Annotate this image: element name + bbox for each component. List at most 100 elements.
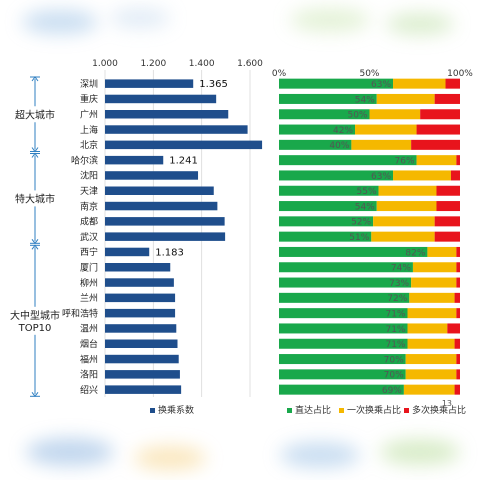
city-label: 上海 <box>80 124 98 136</box>
direct-share-label: 76% <box>395 156 415 166</box>
coefficient-bar <box>105 263 171 272</box>
group-label-background <box>8 306 64 335</box>
share-segment <box>411 139 460 150</box>
share-segment <box>279 216 374 227</box>
direct-share-label: 50% <box>347 111 367 121</box>
coefficient-bar <box>105 94 217 104</box>
legend: 换乘系数 直达占比 一次换乘占比 多次换乘占比 <box>150 404 466 416</box>
page-number: 13 <box>442 399 452 408</box>
coefficient-data-label: 1.365 <box>199 79 228 90</box>
share-segment <box>279 155 417 166</box>
group-label: 特大城市 <box>15 192 55 205</box>
share-segment <box>456 246 460 257</box>
share-tick-label: 50% <box>359 69 379 79</box>
share-segment <box>279 139 352 150</box>
city-label: 洛阳 <box>80 369 98 381</box>
city-label: 兰州 <box>80 292 98 304</box>
legend-swatch <box>404 408 409 413</box>
share-segment <box>279 262 413 273</box>
share-segment <box>373 216 435 227</box>
direct-share-label: 40% <box>329 141 349 151</box>
share-segment <box>434 216 460 227</box>
coefficient-data-label: 1.241 <box>169 156 198 167</box>
share-segment <box>279 201 377 212</box>
share-segment <box>412 262 457 273</box>
coefficient-bar-chart: 1.000 1.200 1.400 1.600 深圳重庆广州上海北京哈尔滨沈阳天津南京成… <box>62 59 263 397</box>
share-segment <box>376 201 437 212</box>
share-segment <box>405 354 457 365</box>
share-segment <box>393 170 451 181</box>
direct-share-label: 70% <box>384 371 404 381</box>
city-label: 绍兴 <box>80 384 98 396</box>
coefficient-bar <box>105 125 248 134</box>
city-label: 天津 <box>80 186 98 197</box>
share-segment <box>279 384 404 395</box>
city-label: 柳州 <box>80 277 98 289</box>
share-segment <box>279 292 410 303</box>
coefficient-bar <box>105 110 229 119</box>
coefficient-data-label: 1.183 <box>155 247 184 258</box>
city-label: 烟台 <box>80 338 98 350</box>
legend-swatch <box>339 408 344 413</box>
city-label: 南京 <box>80 200 98 212</box>
share-segment <box>416 155 457 166</box>
direct-share-label: 82% <box>405 248 425 258</box>
share-segment <box>279 246 428 257</box>
share-segment <box>279 185 379 196</box>
direct-share-label: 69% <box>382 386 402 396</box>
city-label: 西宁 <box>80 246 98 258</box>
direct-share-label: 70% <box>384 355 404 365</box>
share-segment <box>279 109 370 120</box>
coefficient-bar <box>105 232 226 241</box>
coefficient-bar <box>105 140 263 150</box>
share-tick-label: 0% <box>272 69 287 79</box>
city-label: 广州 <box>80 108 98 120</box>
city-label: 厦门 <box>80 261 98 273</box>
coefficient-bar <box>105 354 179 364</box>
share-segment <box>456 155 460 166</box>
share-segment <box>454 292 460 303</box>
share-segment <box>371 231 435 242</box>
share-segment <box>279 277 412 288</box>
legend-label: 直达占比 <box>295 404 331 416</box>
coefficient-bar <box>105 385 182 394</box>
coefficient-bar <box>105 186 214 195</box>
coefficient-bar <box>105 79 194 88</box>
share-segment <box>434 93 460 104</box>
city-label: 沈阳 <box>80 170 98 182</box>
share-segment <box>355 124 417 135</box>
share-segment <box>403 384 455 395</box>
share-segment <box>420 109 460 120</box>
share-segment <box>427 246 457 257</box>
share-segment <box>456 369 460 380</box>
legend-label: 一次换乘占比 <box>347 404 401 416</box>
coefficient-bar <box>105 201 218 211</box>
city-label: 武汉 <box>80 231 98 243</box>
share-segment <box>456 308 460 319</box>
share-segment <box>436 185 460 196</box>
direct-share-label: 54% <box>355 95 375 105</box>
coefficient-tick-label: 1.600 <box>237 59 263 69</box>
direct-share-label: 55% <box>357 187 377 197</box>
share-segment <box>279 338 408 349</box>
share-segment <box>407 323 448 334</box>
direct-share-label: 51% <box>349 233 369 243</box>
share-segment <box>434 231 460 242</box>
direct-share-label: 74% <box>391 264 411 274</box>
legend-swatch <box>287 408 292 413</box>
share-segment <box>450 170 460 181</box>
group-label: TOP10 <box>18 323 52 334</box>
share-segment <box>279 78 394 89</box>
share-segment <box>436 201 460 212</box>
direct-share-label: 54% <box>355 202 375 212</box>
share-segment <box>456 354 460 365</box>
share-segment <box>456 277 460 288</box>
coefficient-bar <box>105 217 225 226</box>
share-segment <box>378 185 437 196</box>
coefficient-tick-label: 1.400 <box>189 59 215 69</box>
city-label: 呼和浩特 <box>62 307 98 319</box>
group-label-background <box>8 106 64 123</box>
share-segment <box>447 323 460 334</box>
